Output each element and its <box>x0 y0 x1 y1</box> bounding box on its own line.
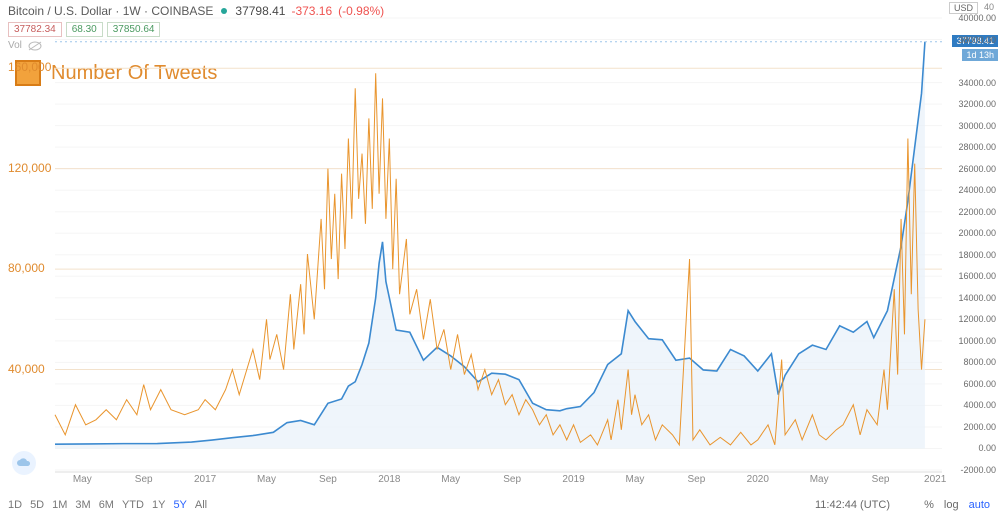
clock: 11:42:44 (UTC) <box>815 499 890 511</box>
range-5d[interactable]: 5D <box>30 499 44 511</box>
y-right-tick: -2000.00 <box>960 465 996 475</box>
y-right-tick: 26000.00 <box>958 164 996 174</box>
y-right-tick: 28000.00 <box>958 142 996 152</box>
y-right-tick: 4000.00 <box>963 400 996 410</box>
y-right-tick: 38000.00 <box>958 35 996 45</box>
x-tick: Sep <box>503 474 521 485</box>
x-tick: 2020 <box>747 474 769 485</box>
y-left-tick: 40,000 <box>8 362 45 376</box>
y-left-tick: 80,000 <box>8 261 45 275</box>
y-right-tick: 34000.00 <box>958 78 996 88</box>
x-tick: 2018 <box>378 474 400 485</box>
range-6m[interactable]: 6M <box>99 499 114 511</box>
range-ytd[interactable]: YTD <box>122 499 144 511</box>
snapshot-button[interactable] <box>12 451 36 475</box>
x-tick: Sep <box>872 474 890 485</box>
y-right-tick: 16000.00 <box>958 271 996 281</box>
y-right-tick: 22000.00 <box>958 207 996 217</box>
y-right-tick: 20000.00 <box>958 228 996 238</box>
chart-canvas[interactable] <box>0 0 1000 517</box>
range-1d[interactable]: 1D <box>8 499 22 511</box>
x-tick: Sep <box>319 474 337 485</box>
x-tick: 2021 <box>924 474 946 485</box>
y-right-tick: 12000.00 <box>958 314 996 324</box>
y-right-tick: 6000.00 <box>963 379 996 389</box>
range-1y[interactable]: 1Y <box>152 499 165 511</box>
x-tick: May <box>73 474 92 485</box>
scale-%[interactable]: % <box>924 499 934 511</box>
range-5y[interactable]: 5Y <box>173 499 186 511</box>
x-tick: 2017 <box>194 474 216 485</box>
y-left-tick: 120,000 <box>8 161 51 175</box>
x-tick: Sep <box>687 474 705 485</box>
scale-log[interactable]: log <box>944 499 959 511</box>
y-right-tick: 2000.00 <box>963 422 996 432</box>
cloud-icon <box>16 457 32 469</box>
range-all[interactable]: All <box>195 499 207 511</box>
y-right-tick: 32000.00 <box>958 99 996 109</box>
x-tick: May <box>257 474 276 485</box>
x-tick: May <box>626 474 645 485</box>
time-range-selector[interactable]: 1D 5D 1M 3M 6M YTD 1Y 5Y All <box>8 499 207 511</box>
y-right-tick: 24000.00 <box>958 185 996 195</box>
x-tick: May <box>441 474 460 485</box>
y-right-tick: 14000.00 <box>958 293 996 303</box>
x-tick: Sep <box>135 474 153 485</box>
y-right-tick: 10000.00 <box>958 336 996 346</box>
range-1m[interactable]: 1M <box>52 499 67 511</box>
y-right-tick: 30000.00 <box>958 121 996 131</box>
scale-auto[interactable]: auto <box>969 499 990 511</box>
time-badge: 1d 13h <box>962 49 998 61</box>
y-right-tick: 40000.00 <box>958 13 996 23</box>
y-left-tick: 160,000 <box>8 60 51 74</box>
scale-options[interactable]: % logauto <box>924 499 990 511</box>
range-3m[interactable]: 3M <box>75 499 90 511</box>
x-tick: May <box>810 474 829 485</box>
x-tick: 2019 <box>562 474 584 485</box>
y-right-tick: 8000.00 <box>963 357 996 367</box>
y-right-tick: 18000.00 <box>958 250 996 260</box>
y-right-tick: 0.00 <box>978 443 996 453</box>
